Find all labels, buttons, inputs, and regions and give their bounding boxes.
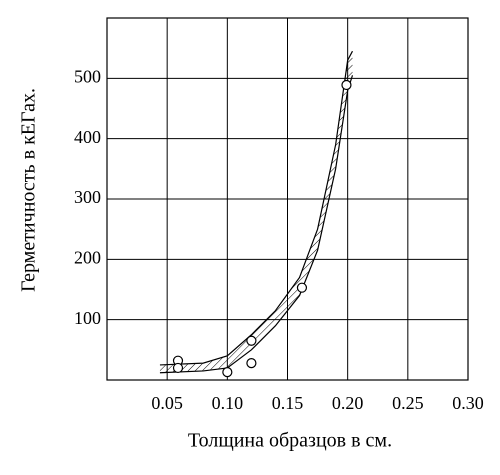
x-tick-label: 0.25 [392,393,424,413]
y-axis-label: Герметичность в кЕГах. [18,88,40,292]
y-tick-label: 100 [74,308,101,328]
y-tick-label: 200 [74,247,101,267]
point [341,79,352,91]
x-tick-label: 0.10 [212,393,244,413]
x-tick-label: 0.20 [332,393,364,413]
x-tick-label: 0.15 [272,393,304,413]
x-axis-label: Толщина образцов в см. [188,430,392,452]
x-tick-label: 0.05 [151,393,183,413]
point [246,358,257,369]
hatched-band [159,51,353,373]
band-lower [159,75,354,374]
y-tick-label: 300 [74,187,101,207]
point [172,362,184,374]
y-tick-label: 400 [74,127,101,147]
band-upper [159,50,354,366]
y-tick-label: 500 [74,66,101,86]
x-tick-label: 0.30 [452,393,484,413]
point [296,282,308,293]
point [246,335,257,346]
point [222,367,233,378]
